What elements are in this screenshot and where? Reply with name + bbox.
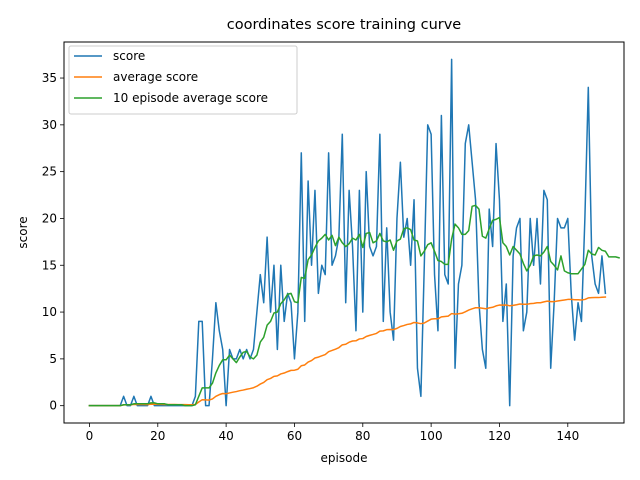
x-tick-label: 80	[355, 429, 370, 443]
x-tick-label: 140	[556, 429, 579, 443]
x-tick-label: 20	[150, 429, 165, 443]
y-tick-label: 10	[42, 305, 57, 319]
y-axis-label: score	[16, 216, 30, 248]
y-tick-label: 25	[42, 165, 57, 179]
y-tick-label: 20	[42, 211, 57, 225]
series-line-0	[88, 58, 607, 407]
legend-label-2: 10 episode average score	[113, 91, 268, 105]
legend-label-0: score	[113, 49, 145, 63]
chart-title: coordinates score training curve	[227, 17, 462, 33]
y-axis-ticks: 0 5 10 15 20 25 30 35	[42, 71, 64, 413]
series-layer	[88, 58, 620, 407]
x-tick-label: 0	[86, 429, 94, 443]
plot-frame	[63, 41, 625, 424]
legend: score average score 10 episode average sco…	[68, 45, 298, 115]
x-tick-label: 40	[218, 429, 233, 443]
legend-box	[68, 45, 298, 115]
y-tick-label: 35	[42, 71, 57, 85]
legend-label-1: average score	[113, 70, 198, 84]
y-tick-label: 15	[42, 258, 57, 272]
x-tick-label: 120	[488, 429, 511, 443]
series-line-2	[88, 204, 620, 407]
x-axis-label: episode	[321, 451, 368, 465]
y-tick-label: 5	[49, 352, 57, 366]
x-tick-label: 100	[420, 429, 443, 443]
y-tick-label: 30	[42, 118, 57, 132]
x-axis-ticks: 0 20 40 60 80 100 120 140	[86, 423, 579, 443]
x-tick-label: 60	[287, 429, 302, 443]
y-tick-label: 0	[49, 399, 57, 413]
